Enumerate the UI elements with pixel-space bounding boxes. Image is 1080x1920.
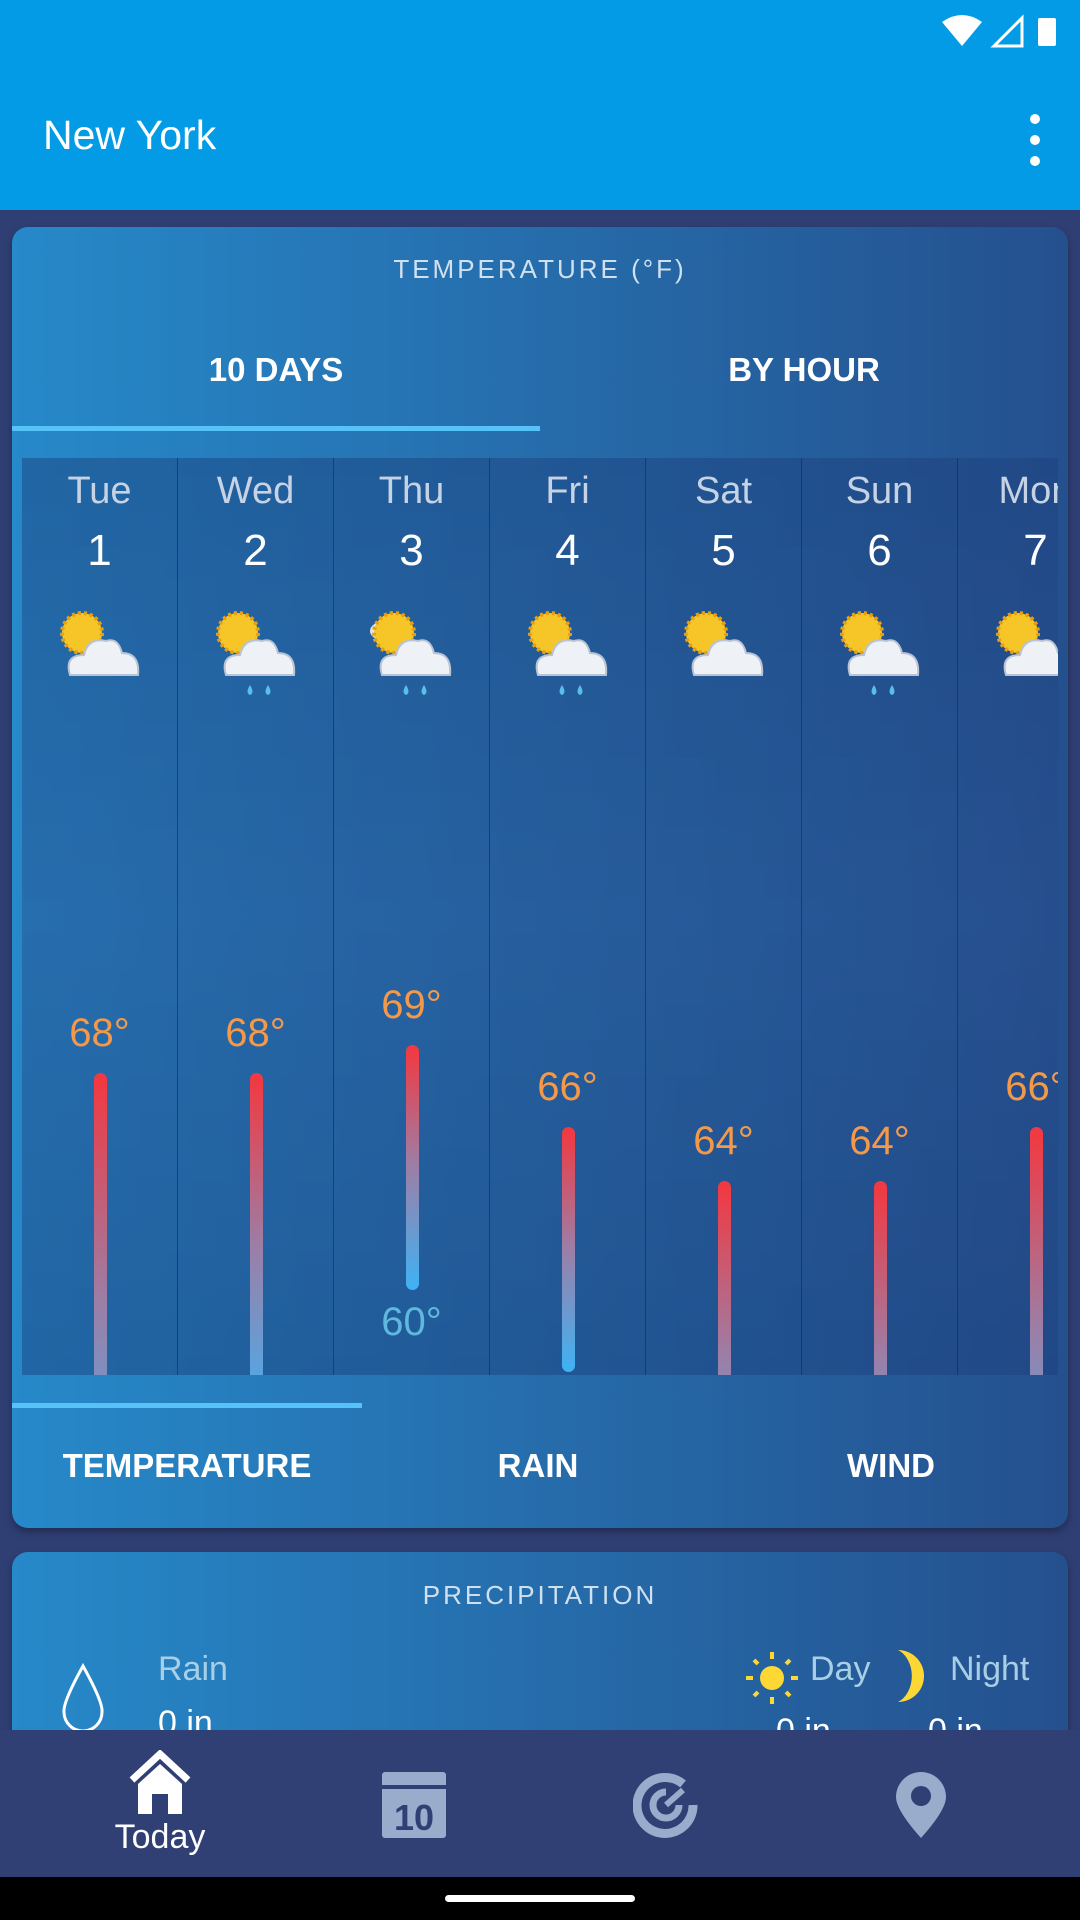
home-icon <box>129 1750 191 1814</box>
partly-cloudy-icon <box>60 611 140 676</box>
sun-icon <box>746 1652 798 1704</box>
home-gesture-handle[interactable] <box>445 1895 635 1902</box>
high-temp: 68° <box>225 1010 286 1055</box>
partly-cloudy-rain-icon <box>840 611 920 695</box>
tab-rain[interactable]: RAIN <box>497 1447 579 1484</box>
temp-range-bar <box>250 1072 263 1375</box>
status-icons <box>942 14 1056 48</box>
high-temp: 64° <box>693 1119 754 1164</box>
card-title: TEMPERATURE (°F) <box>393 254 687 284</box>
tab-indicator <box>12 426 540 431</box>
bottom-tab-indicator <box>12 1403 362 1408</box>
temp-range-bar <box>94 1072 107 1375</box>
day-name: Sun <box>845 470 914 512</box>
day-number: 3 <box>399 526 424 575</box>
day-name: Tue <box>67 470 132 512</box>
day-column[interactable]: Mon 7 66° 51° <box>958 458 1058 1375</box>
temp-range-bar <box>874 1181 887 1375</box>
partly-cloudy-icon <box>996 611 1058 676</box>
cloudy-rain-icon <box>370 611 452 695</box>
high-temp: 66° <box>537 1065 598 1109</box>
day-number: 2 <box>243 526 268 575</box>
day-number: 4 <box>555 526 580 575</box>
tab-by-hour[interactable]: BY HOUR <box>728 351 880 388</box>
raindrop-icon <box>62 1662 104 1732</box>
app-bar: New York <box>0 70 1080 210</box>
system-nav-bar <box>0 1877 1080 1920</box>
night-label: Night <box>950 1650 1030 1688</box>
card-title: PRECIPITATION <box>422 1580 658 1610</box>
tab-wind[interactable]: WIND <box>847 1447 935 1484</box>
day-name: Thu <box>378 470 445 512</box>
signal-icon <box>990 14 1024 48</box>
low-temp: 60° <box>381 1300 442 1345</box>
nav-today-label: Today <box>114 1818 206 1856</box>
high-temp: 66° <box>1005 1065 1058 1109</box>
day-column[interactable]: Thu 3 69° 60° <box>334 458 490 1375</box>
nav-10-day[interactable]: 10 <box>278 1730 548 1877</box>
calendar-10-icon: 10 <box>382 1772 446 1838</box>
temperature-card: TEMPERATURE (°F) 10 DAYS BY HOUR Tue 1 6… <box>12 227 1068 1528</box>
temp-range-bar <box>562 1127 575 1372</box>
day-column[interactable]: Sun 6 64° 51° <box>802 458 958 1375</box>
high-temp: 68° <box>69 1010 130 1055</box>
temp-range-bar <box>1030 1127 1043 1375</box>
day-column[interactable]: Tue 1 68° 51° <box>22 458 178 1375</box>
day-column[interactable]: Wed 2 68° 55° <box>178 458 334 1375</box>
day-name: Sat <box>694 470 753 512</box>
day-number: 7 <box>1023 526 1048 575</box>
wifi-icon <box>942 15 982 46</box>
more-vert-icon[interactable] <box>1020 114 1050 166</box>
battery-icon <box>1038 18 1056 46</box>
rain-label: Rain <box>158 1650 228 1688</box>
partly-cloudy-rain-icon <box>216 611 296 695</box>
nav-radar[interactable] <box>531 1730 801 1877</box>
high-temp: 64° <box>849 1119 910 1164</box>
day-name: Mon <box>998 470 1058 512</box>
daily-forecast-grid[interactable]: Tue 1 68° 51°Wed 2 68° 55°Thu 3 69° 60°F… <box>22 458 1058 1375</box>
moon-icon <box>898 1650 924 1702</box>
day-name: Wed <box>216 470 295 512</box>
day-label: Day <box>810 1650 871 1688</box>
status-bar <box>0 0 1080 70</box>
day-column[interactable]: Fri 4 66° 57° <box>490 458 646 1375</box>
day-number: 5 <box>711 526 736 575</box>
tab-temperature[interactable]: TEMPERATURE <box>62 1447 312 1484</box>
nav-locations[interactable] <box>784 1730 1054 1877</box>
day-number: 6 <box>867 526 892 575</box>
high-temp: 69° <box>381 983 442 1028</box>
temp-range-bar <box>406 1045 419 1291</box>
location-pin-icon <box>896 1772 946 1838</box>
day-number: 1 <box>87 526 112 575</box>
calendar-badge: 10 <box>394 1797 434 1838</box>
partly-cloudy-icon <box>684 611 764 676</box>
location-title: New York <box>43 112 217 158</box>
temp-range-bar <box>718 1181 731 1375</box>
day-name: Fri <box>545 470 590 512</box>
partly-cloudy-rain-icon <box>528 611 608 695</box>
bottom-nav: Today 10 <box>0 1730 1080 1877</box>
day-column[interactable]: Sat 5 64° 51° <box>646 458 802 1375</box>
tab-10-days[interactable]: 10 DAYS <box>208 351 344 388</box>
radar-icon <box>633 1773 698 1838</box>
nav-today[interactable]: Today <box>25 1730 295 1877</box>
